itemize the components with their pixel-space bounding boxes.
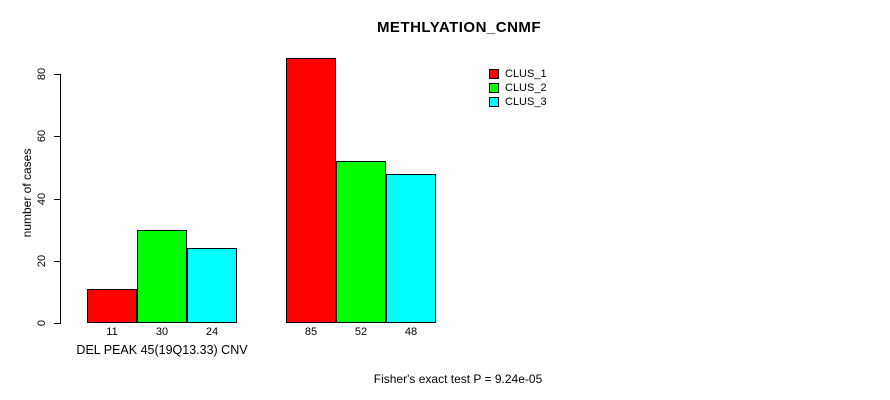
legend-label: CLUS_1: [505, 68, 547, 80]
bar-value-label: 11: [106, 326, 118, 338]
chart-title: METHLYATION_CNMF: [376, 19, 542, 36]
y-axis-label: number of cases: [20, 148, 34, 238]
bar-value-label: 30: [155, 326, 169, 338]
bar-clus_2-group1: [137, 230, 187, 323]
y-tick: [54, 323, 61, 324]
legend-item-clus_1: CLUS_1: [489, 67, 547, 81]
y-tick-label: 60: [36, 129, 48, 143]
bar-clus_1-group2: [286, 58, 336, 323]
x-axis-label: DEL PEAK 45(19Q13.33) CNV: [76, 343, 248, 357]
bar-value-label: 48: [404, 326, 418, 338]
legend-swatch-icon: [489, 97, 499, 107]
y-tick-label: 0: [36, 319, 48, 327]
bar-clus_1-group1: [87, 289, 137, 323]
bar-clus_3-group2: [386, 174, 436, 323]
bar-value-label: 24: [205, 326, 219, 338]
legend-item-clus_3: CLUS_3: [489, 95, 547, 109]
y-tick-label: 40: [36, 192, 48, 206]
y-tick: [54, 261, 61, 262]
bar-clus_2-group2: [336, 161, 386, 323]
y-tick-label: 20: [36, 254, 48, 268]
y-tick: [54, 74, 61, 75]
legend-label: CLUS_3: [505, 96, 547, 108]
legend-item-clus_2: CLUS_2: [489, 81, 547, 95]
y-tick: [54, 136, 61, 137]
legend: CLUS_1 CLUS_2 CLUS_3: [489, 67, 547, 109]
bar-clus_3-group1: [187, 248, 237, 323]
y-tick: [54, 199, 61, 200]
bar-value-label: 52: [354, 326, 368, 338]
legend-label: CLUS_2: [505, 82, 547, 94]
fisher-test-annotation: Fisher's exact test P = 9.24e-05: [373, 372, 543, 386]
legend-swatch-icon: [489, 69, 499, 79]
y-tick-label: 80: [36, 67, 48, 81]
legend-swatch-icon: [489, 83, 499, 93]
bar-value-label: 85: [304, 326, 318, 338]
